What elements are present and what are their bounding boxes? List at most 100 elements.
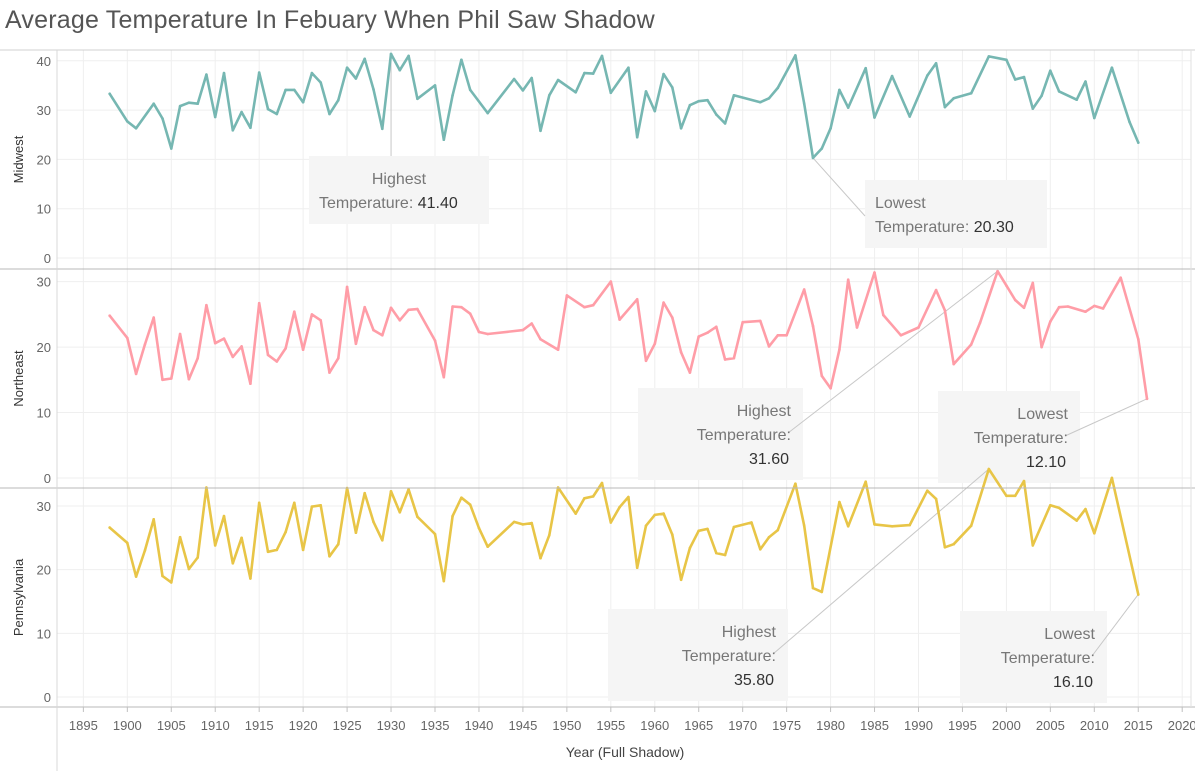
data-point — [943, 105, 947, 109]
data-point — [451, 94, 454, 97]
data-point — [776, 528, 780, 532]
data-point — [688, 546, 692, 550]
data-point — [284, 530, 287, 534]
annotations: Highest Temperature: 31.60 Lowest Temperatur… — [638, 270, 1148, 483]
data-point — [926, 74, 929, 77]
data-point — [679, 351, 683, 354]
data-point — [996, 269, 999, 273]
data-point — [266, 107, 270, 111]
annotation-box — [309, 156, 489, 224]
annotation-label: Lowest — [875, 195, 926, 212]
data-point — [934, 497, 938, 501]
data-point — [759, 548, 762, 551]
data-point — [583, 497, 586, 500]
data-point — [1093, 116, 1096, 120]
annotation-value: 12.10 — [1026, 454, 1066, 471]
data-point — [802, 288, 806, 291]
data-point — [1137, 141, 1140, 144]
x-tick-label: 1935 — [421, 718, 450, 733]
highest-annotation: Highest Temperature: 41.40 — [309, 53, 489, 224]
x-tick-label: 1895 — [69, 718, 98, 733]
data-point — [451, 514, 454, 518]
data-point — [1031, 281, 1035, 285]
data-point — [222, 337, 226, 340]
data-point — [178, 535, 182, 539]
data-point — [231, 562, 235, 565]
data-point — [715, 551, 718, 555]
data-point — [249, 577, 252, 580]
data-point — [416, 97, 419, 101]
data-point — [381, 539, 384, 542]
data-point — [240, 110, 243, 114]
data-point — [468, 88, 472, 92]
annotation-value: 20.30 — [974, 219, 1014, 236]
data-point — [1084, 507, 1087, 511]
data-point — [1093, 304, 1096, 308]
data-point — [161, 574, 164, 578]
data-point — [539, 337, 542, 341]
data-point — [671, 316, 674, 319]
x-axis-title: Year (Full Shadow) — [566, 744, 685, 760]
data-point — [231, 129, 235, 132]
data-point — [644, 90, 648, 93]
data-point — [591, 303, 595, 307]
data-point — [1049, 504, 1052, 507]
y-tick-label: 10 — [37, 626, 51, 641]
data-point — [1084, 310, 1087, 314]
data-point — [1110, 476, 1114, 480]
data-point — [213, 115, 217, 119]
data-point — [363, 57, 367, 61]
data-point — [328, 371, 331, 374]
data-point — [460, 496, 463, 500]
data-point — [987, 55, 991, 58]
panel-pennsylvania: 0 10 20 30 Pennsylvania Highest Temperature: 35… — [11, 467, 1191, 705]
data-point — [732, 94, 736, 97]
data-point — [477, 526, 481, 530]
data-point — [345, 285, 349, 289]
data-point — [178, 104, 182, 108]
data-point — [715, 325, 718, 329]
data-point — [433, 339, 437, 342]
data-point — [820, 590, 824, 594]
data-point — [293, 88, 296, 92]
y-tick-label: 0 — [44, 471, 51, 486]
data-point — [618, 318, 621, 321]
data-point — [591, 495, 595, 498]
data-point — [1013, 494, 1017, 498]
data-point — [257, 71, 261, 74]
data-point — [1057, 506, 1061, 510]
annotation-label: Temperature: 41.40 — [319, 195, 458, 212]
panel-midwest: 0 10 20 30 40 Midwest Highest Temperature: 41.4… — [11, 52, 1191, 266]
data-point — [556, 348, 560, 352]
data-point — [1022, 75, 1026, 79]
data-point — [1005, 284, 1008, 287]
data-point — [1119, 276, 1122, 280]
x-tick-label: 2000 — [992, 718, 1021, 733]
data-point — [310, 313, 314, 316]
data-point — [591, 72, 595, 75]
data-point — [1137, 337, 1140, 341]
x-tick-label: 1955 — [596, 718, 625, 733]
data-point — [1075, 519, 1078, 522]
data-point — [249, 382, 252, 386]
data-point — [231, 355, 235, 359]
data-point — [134, 575, 138, 578]
data-point — [548, 94, 551, 97]
annotation-box — [938, 391, 1080, 483]
data-point — [1022, 479, 1026, 483]
panel-label: Midwest — [11, 135, 26, 183]
series-line-midwest — [108, 52, 1140, 160]
annotation-label: Lowest — [1017, 406, 1068, 423]
data-point — [468, 503, 472, 507]
data-point — [1066, 305, 1070, 308]
data-point — [934, 62, 938, 65]
highest-annotation: Highest Temperature: 35.80 — [608, 468, 990, 701]
annotation-value: 31.60 — [749, 451, 789, 468]
data-point — [1013, 298, 1017, 302]
data-point — [820, 147, 824, 150]
lowest-annotation: Lowest Temperature: 12.10 — [938, 391, 1148, 483]
data-point — [249, 126, 252, 130]
data-point — [846, 106, 850, 109]
data-point — [723, 122, 727, 125]
data-point — [398, 319, 402, 322]
